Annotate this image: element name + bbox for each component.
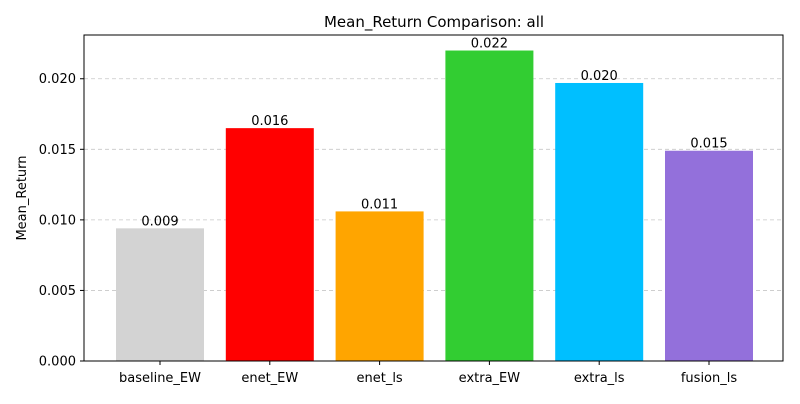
bar-extra_EW — [445, 50, 534, 362]
x-tick-label-fusion_ls: fusion_ls — [681, 371, 738, 386]
y-tick-label: 0.020 — [39, 72, 76, 87]
y-tick-label: 0.010 — [39, 213, 76, 228]
data-label-extra_ls: 0.020 — [581, 69, 618, 84]
axes-layer: 0.000 0.005 0.010 0.015 0.020 baseline_EW enet… — [39, 34, 784, 386]
y-axis-label: Mean_Return — [15, 155, 30, 240]
x-tick-label-extra_ls: extra_ls — [574, 371, 625, 386]
data-label-baseline_EW: 0.009 — [141, 214, 178, 229]
bar-extra_ls — [555, 82, 644, 362]
bar-fusion_ls — [665, 150, 753, 361]
data-label-extra_EW: 0.022 — [471, 37, 508, 52]
chart-title: Mean_Return Comparison: all — [324, 13, 544, 32]
x-tick-label-baseline_EW: baseline_EW — [119, 371, 201, 386]
plot-frame — [83, 34, 784, 362]
data-label-enet_ls: 0.011 — [361, 197, 398, 212]
data-label-enet_EW: 0.016 — [251, 114, 288, 129]
bar-enet_ls — [335, 211, 424, 361]
bar-baseline_EW — [116, 228, 204, 361]
y-tick-label: 0.000 — [39, 355, 76, 370]
x-tick-label-enet_EW: enet_EW — [241, 371, 298, 386]
x-tick-label-extra_EW: extra_EW — [459, 371, 521, 386]
bars-layer — [116, 50, 753, 362]
y-tick-label: 0.005 — [39, 284, 76, 299]
bar-enet_EW — [225, 128, 314, 361]
x-tick-label-enet_ls: enet_ls — [356, 371, 402, 386]
data-labels-layer: 0.009 0.016 0.011 0.022 0.020 0.015 — [141, 37, 727, 230]
y-tick-label: 0.015 — [39, 143, 76, 158]
data-label-fusion_ls: 0.015 — [690, 137, 727, 152]
